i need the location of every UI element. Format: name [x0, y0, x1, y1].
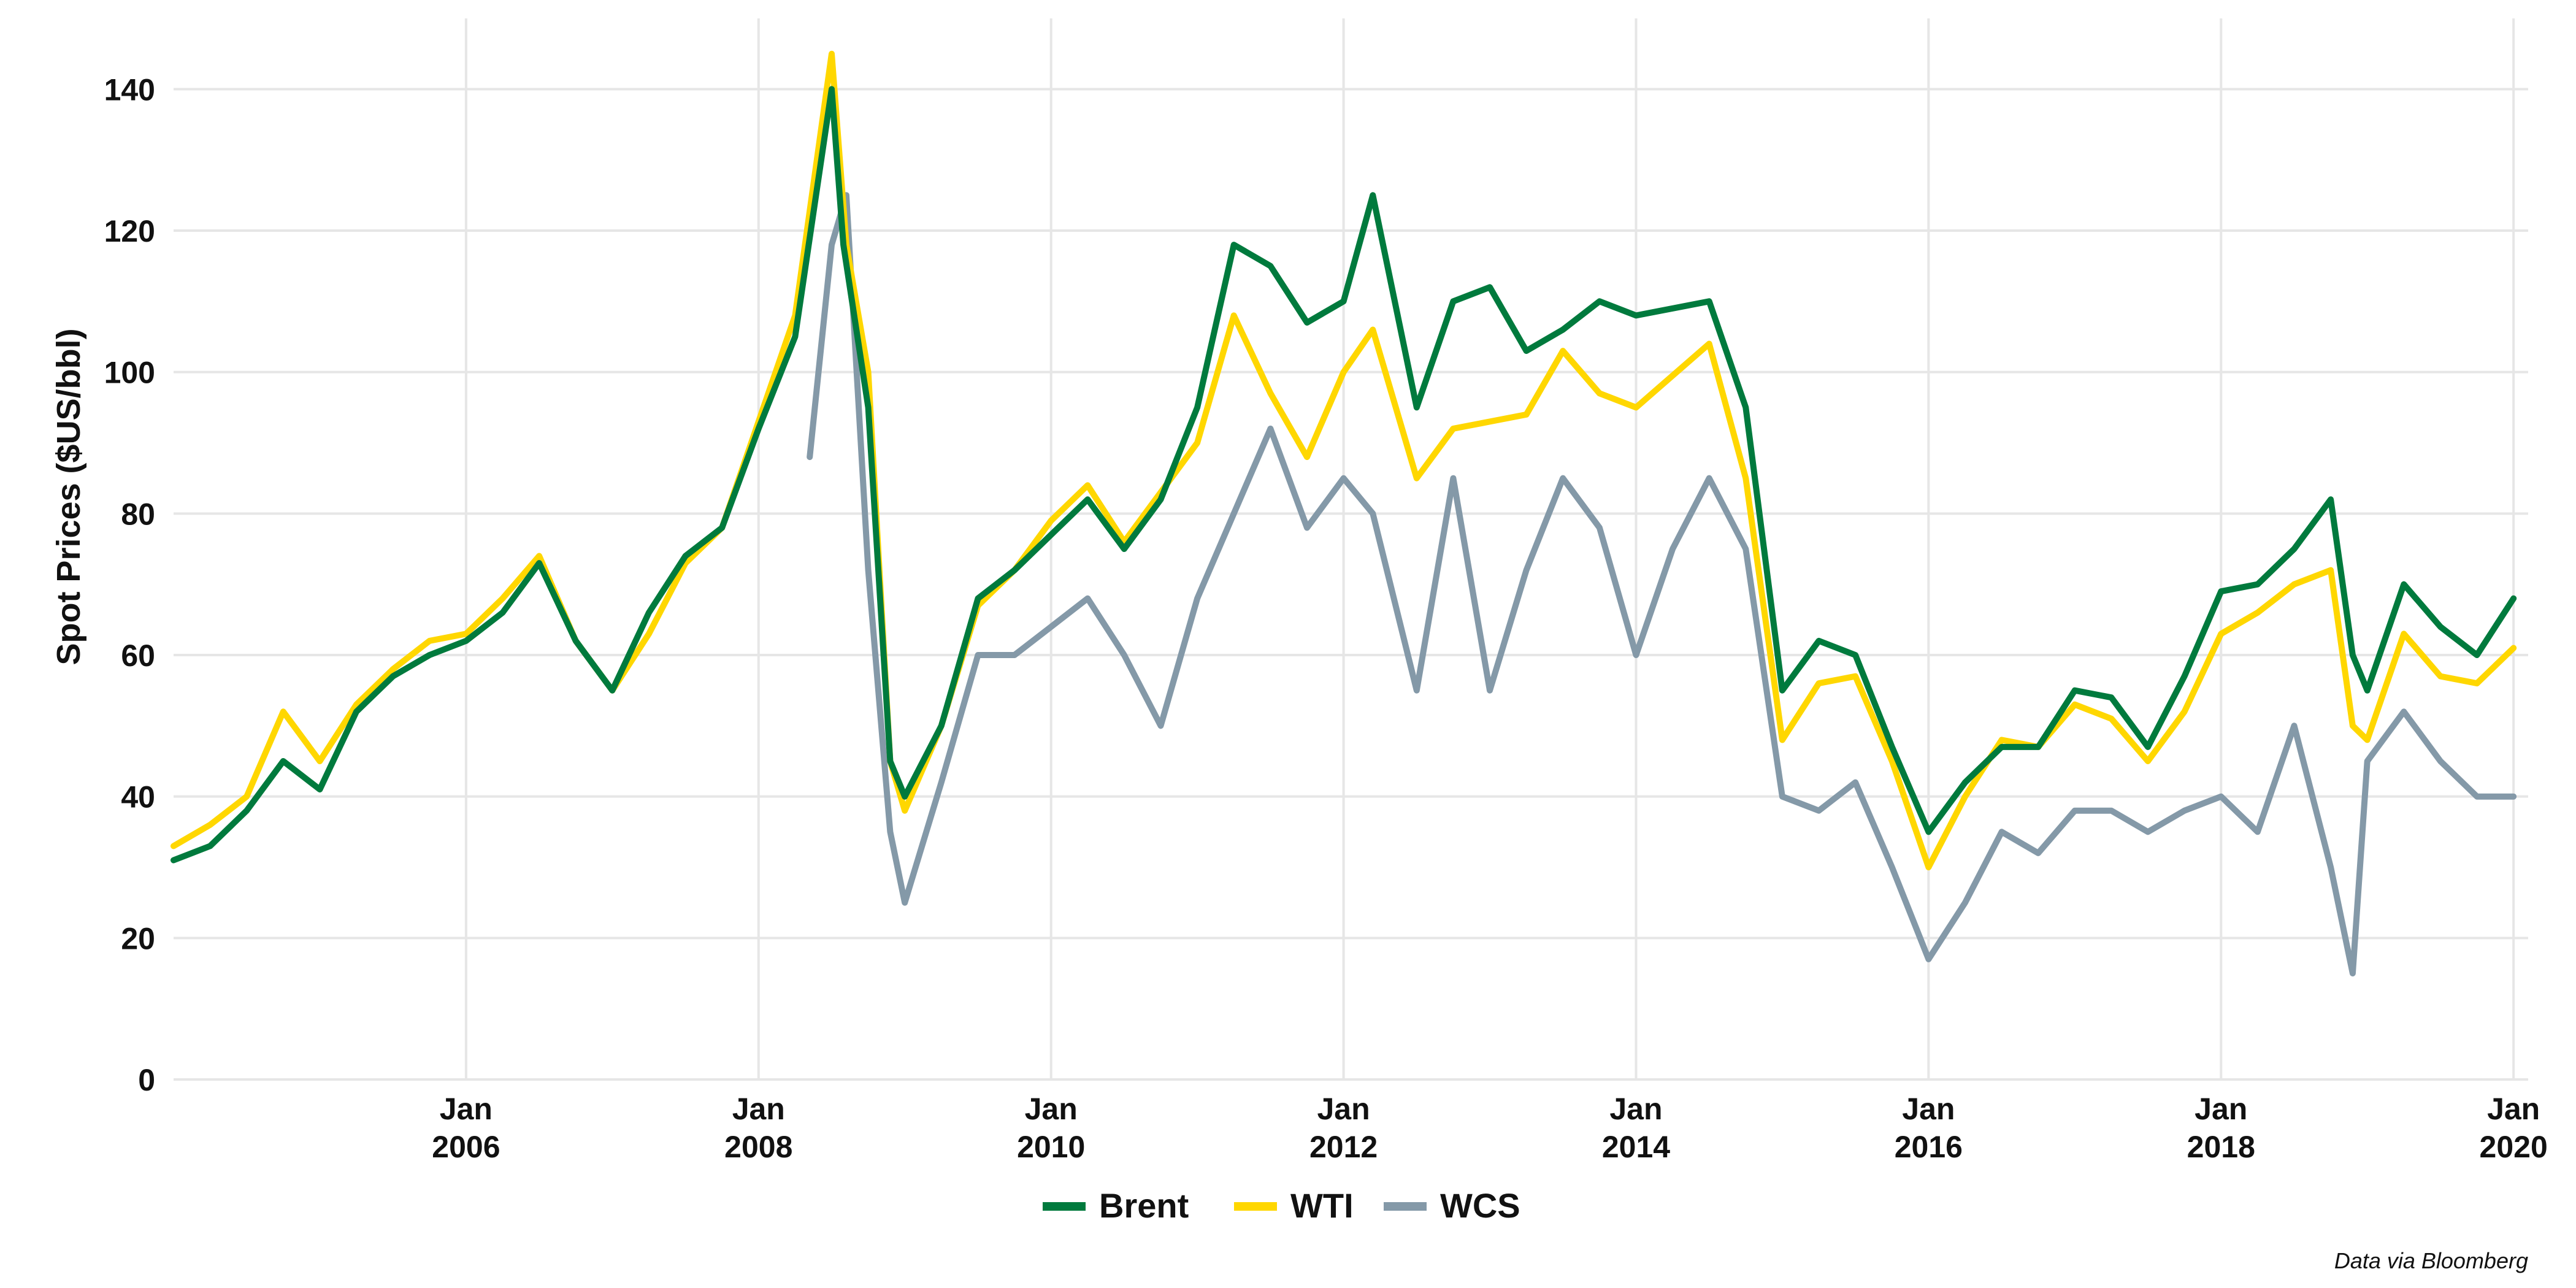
- y-tick-label: 120: [104, 214, 155, 248]
- x-tick-label-year: 2012: [1309, 1130, 1378, 1164]
- y-tick-label: 80: [121, 497, 155, 531]
- series-line-wcs: [807, 192, 2517, 976]
- legend-label-wcs: WCS: [1440, 1186, 1520, 1225]
- x-tick-label-year: 2008: [724, 1130, 792, 1164]
- series-line-brent: [171, 86, 2517, 864]
- x-tick-label-month: Jan: [1025, 1092, 1078, 1126]
- x-tick-label-year: 2006: [432, 1130, 500, 1164]
- series-lines: [171, 50, 2517, 976]
- legend-label-wti: WTI: [1290, 1186, 1354, 1225]
- y-tick-label: 60: [121, 638, 155, 673]
- x-tick-label-month: Jan: [1902, 1092, 1955, 1126]
- grid-lines: [174, 18, 2528, 1081]
- x-tick-label-month: Jan: [1317, 1092, 1370, 1126]
- caption: Data via Bloomberg: [2334, 1248, 2528, 1273]
- legend-label-brent: Brent: [1099, 1186, 1189, 1225]
- x-tick-label-year: 2020: [2480, 1130, 2548, 1164]
- x-tick-label-month: Jan: [2487, 1092, 2540, 1126]
- y-tick-label: 0: [138, 1063, 155, 1097]
- x-tick-label-year: 2014: [1602, 1130, 1670, 1164]
- y-tick-label: 100: [104, 356, 155, 390]
- y-tick-label: 40: [121, 780, 155, 815]
- x-tick-label-month: Jan: [732, 1092, 785, 1126]
- x-tick-label-month: Jan: [440, 1092, 493, 1126]
- x-tick-label-year: 2010: [1017, 1130, 1085, 1164]
- y-axis-tick-labels: 0 20 40 60 80 100 120 140: [104, 72, 155, 1097]
- x-axis-tick-labels: Jan 2006 Jan 2008 Jan 2010 Jan 2012 Jan 2014 Jan 20…: [432, 1092, 2547, 1164]
- y-tick-label: 140: [104, 72, 155, 107]
- x-tick-label-year: 2016: [1895, 1130, 1963, 1164]
- legend: Brent WTI WCS: [1043, 1186, 1520, 1225]
- x-tick-label-year: 2018: [2187, 1130, 2255, 1164]
- x-tick-label-month: Jan: [2195, 1092, 2247, 1126]
- y-tick-label: 20: [121, 921, 155, 956]
- y-axis-label: Spot Prices ($US/bbl): [50, 328, 87, 665]
- x-tick-label-month: Jan: [1609, 1092, 1662, 1126]
